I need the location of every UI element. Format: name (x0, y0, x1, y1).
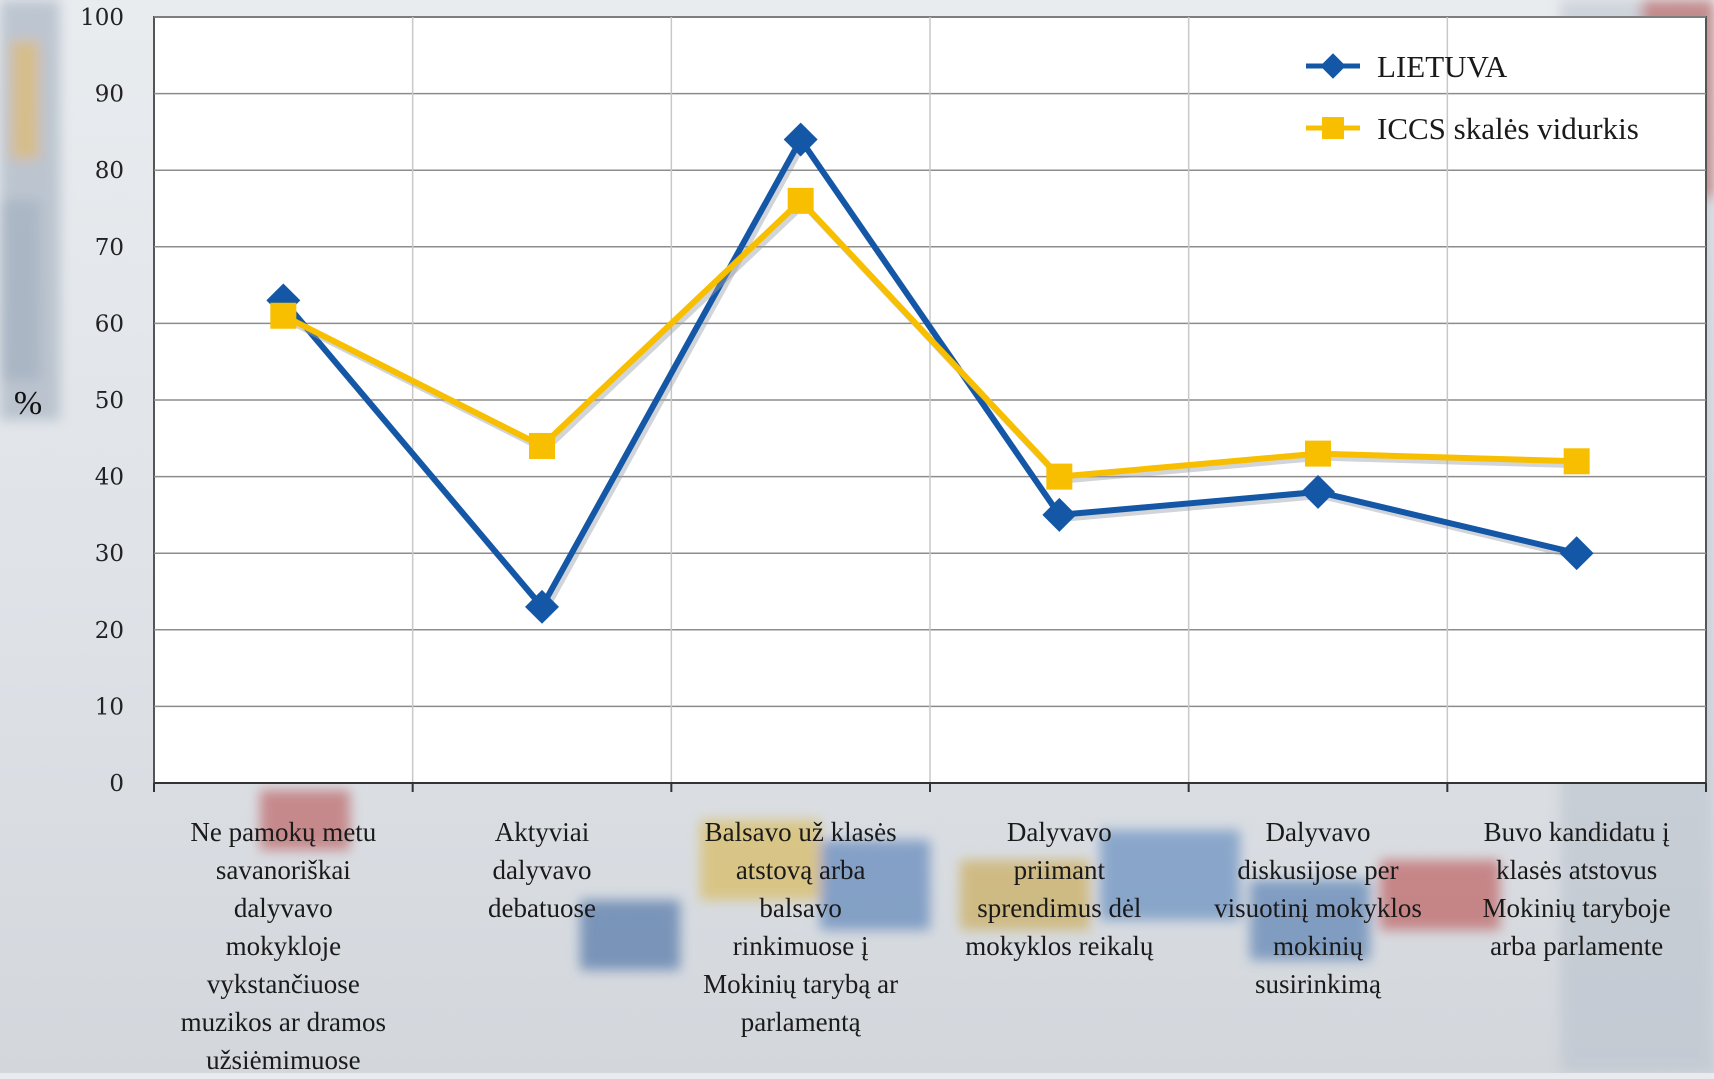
legend-label-lietuva: LIETUVA (1377, 49, 1508, 84)
y-tick-label: 50 (95, 388, 124, 414)
y-tick-label: 60 (95, 311, 124, 337)
legend-marker-iccs (1322, 117, 1344, 139)
x-category-label-line: debatuose (488, 893, 596, 923)
data-point-lietuva (1301, 474, 1335, 509)
x-category-label-line: dalyvavo (233, 893, 333, 923)
data-point-lietuva (525, 589, 559, 624)
series-lietuva (266, 122, 1594, 624)
series-line (281, 197, 1577, 480)
x-category-label-line: arba parlamente (1490, 931, 1664, 961)
series-line (281, 136, 1578, 610)
y-tick-label: 30 (95, 541, 124, 567)
grid (153, 16, 1707, 784)
x-category-label: Aktyviai dalyvavo debatuose (417, 813, 667, 927)
x-category-label-line: savanoriškai (215, 855, 351, 885)
x-category-label-line: mokyklos reikalų (965, 931, 1154, 961)
series-iccs (270, 187, 1590, 490)
x-category-label-line: susirinkimą (1255, 969, 1381, 999)
x-category-label-line: Dalyvavo (1265, 817, 1371, 847)
y-tick-label: 40 (95, 465, 124, 491)
y-tick-label: 90 (95, 82, 124, 108)
x-category-label: Balsavo už klasės atstovą arba balsavo rink… (676, 813, 926, 1041)
x-category-label-line: balsavo (759, 893, 842, 923)
x-category-label-line: Dalyvavo (1006, 817, 1112, 847)
legend-item-iccs: ICCS skalės vidurkis (1306, 111, 1639, 146)
x-category-label-line: diskusijose per (1237, 855, 1399, 885)
data-point-iccs (1305, 440, 1331, 467)
x-category-label-line: Mokinių taryboje (1482, 893, 1671, 923)
y-tick-label: 100 (80, 5, 124, 31)
x-category-label-line: vykstančiuose (206, 969, 360, 999)
series-layer (266, 122, 1594, 624)
data-point-iccs (529, 432, 555, 459)
x-category-label-line: klasės atstovus (1496, 855, 1658, 885)
data-point-lietuva (783, 122, 818, 157)
x-category-label-line: Aktyviai (494, 817, 590, 847)
data-point-iccs (787, 187, 814, 214)
x-category-label-line: priimant (1013, 855, 1106, 885)
legend-item-lietuva: LIETUVA (1306, 49, 1508, 84)
data-point-iccs (1563, 448, 1590, 475)
x-category-label-line: visuotinį mokyklos (1214, 893, 1422, 923)
y-tick-label: 0 (109, 771, 124, 797)
y-tick-label: 70 (95, 235, 124, 261)
x-category-label: Dalyvavo diskusijose per visuotinį mokyklo… (1193, 813, 1443, 1003)
x-category-label-line: Mokinių tarybą ar (703, 969, 899, 999)
data-point-iccs (1046, 463, 1073, 490)
x-category-label: Dalyvavo priimant sprendimus dėl mokyklos r… (934, 813, 1184, 965)
x-category-label-line: atstovą arba (735, 855, 866, 885)
x-category-label: Buvo kandidatu į klasės atstovus Mokinių t… (1452, 813, 1702, 965)
data-point-iccs (270, 302, 297, 329)
x-category-label-line: muzikos ar dramos (180, 1007, 387, 1037)
x-category-label: Ne pamokų metu savanoriškai dalyvavo mokykl… (158, 813, 408, 1079)
x-category-label-line: dalyvavo (492, 855, 592, 885)
y-tick-label: 10 (95, 694, 124, 720)
x-category-label-line: sprendimus dėl (977, 893, 1142, 923)
x-category-label-line: Buvo kandidatu į (1483, 817, 1670, 847)
x-category-label-line: mokinių (1272, 931, 1363, 961)
x-category-label-line: užsiėmimuose (206, 1045, 361, 1075)
data-point-lietuva (1559, 536, 1594, 571)
x-category-label-line: parlamentą (740, 1007, 861, 1037)
y-tick-label: 80 (95, 158, 124, 184)
y-tick-label: 20 (95, 618, 124, 644)
x-category-label-line: rinkimuose į (732, 931, 869, 961)
x-category-label-line: Balsavo už klasės (704, 817, 897, 847)
x-category-label-line: mokykloje (225, 931, 342, 961)
legend: LIETUVA ICCS skalės vidurkis (1306, 49, 1639, 146)
x-category-label-line: Ne pamokų metu (190, 817, 377, 847)
legend-label-iccs: ICCS skalės vidurkis (1377, 111, 1639, 146)
y-axis-label: % (14, 385, 42, 422)
axes: 0 10 20 30 40 50 60 70 80 90 100 (80, 5, 1707, 797)
